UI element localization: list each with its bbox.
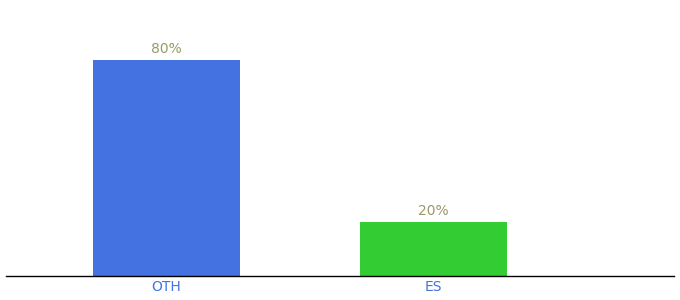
Text: 20%: 20%	[418, 203, 449, 218]
Bar	[360, 222, 507, 276]
Bar	[92, 60, 239, 276]
Text: 80%: 80%	[151, 41, 182, 56]
